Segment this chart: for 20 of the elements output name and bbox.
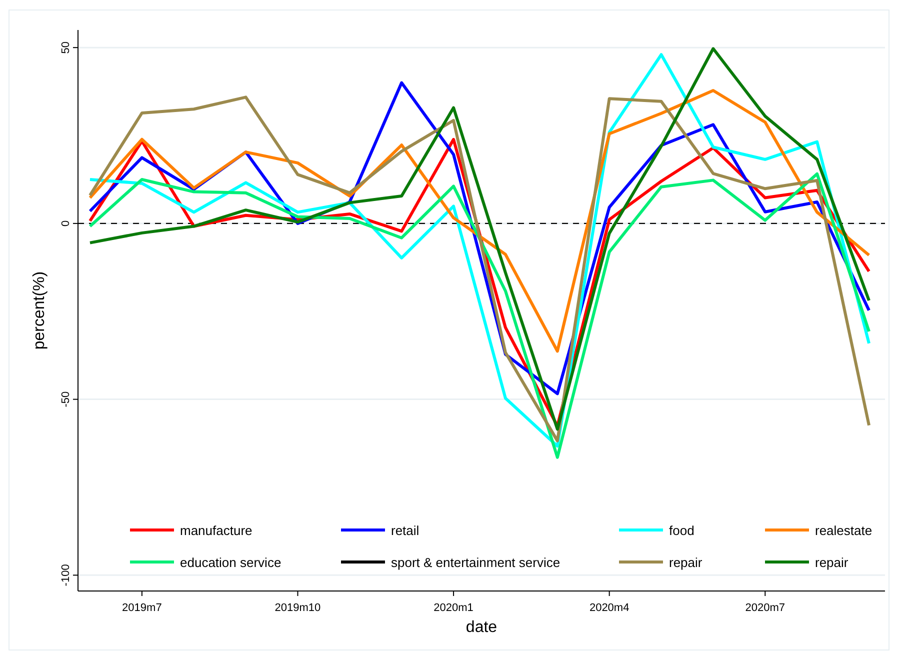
y-tick-label: -100 bbox=[60, 564, 72, 586]
line-series bbox=[88, 172, 870, 459]
y-tick-label: 50 bbox=[60, 41, 72, 54]
legend-label: realestate bbox=[815, 523, 872, 538]
x-tick-label: 2019m10 bbox=[274, 602, 321, 614]
x-tick-label: 2019m7 bbox=[122, 602, 162, 614]
y-axis-title: percent(%) bbox=[31, 271, 48, 350]
x-axis-title: date bbox=[466, 619, 498, 636]
legend-label: education service bbox=[180, 555, 282, 570]
legend-label: food bbox=[669, 523, 694, 538]
x-tick-label: 2020m4 bbox=[589, 602, 630, 614]
legend-label: sport & entertainment service bbox=[391, 555, 560, 570]
legend-label: manufacture bbox=[180, 523, 252, 538]
legend-label: retail bbox=[391, 523, 420, 538]
legend-label: repair bbox=[669, 555, 703, 570]
x-tick-label: 2020m1 bbox=[434, 602, 474, 614]
y-tick-label: -50 bbox=[60, 391, 72, 408]
x-tick-label: 2020m7 bbox=[745, 602, 786, 614]
y-tick-label: 0 bbox=[60, 220, 72, 227]
legend-label: repair bbox=[815, 555, 849, 570]
